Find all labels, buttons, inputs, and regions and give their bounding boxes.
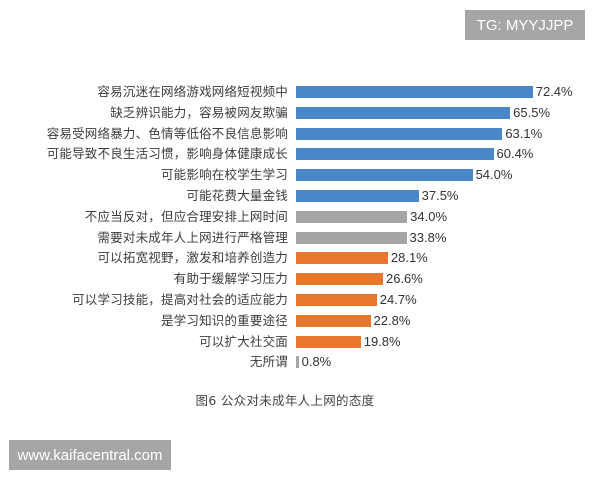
bar-row: 容易受网络暴力、色情等低俗不良信息影响 63.1% [0, 124, 600, 144]
bar [296, 252, 388, 265]
value-label: 24.7% [379, 292, 417, 307]
value-label: 60.4% [496, 146, 534, 162]
bar-row: 无所谓 0.8% [0, 352, 600, 372]
bar-row: 可以学习技能，提高对社会的适应能力 24.7% [0, 290, 600, 310]
bar [296, 273, 383, 286]
bar-row: 可能导致不良生活习惯，影响身体健康成长 60.4% [0, 144, 600, 164]
bar-row: 容易沉迷在网络游戏网络短视频中 72.4% [0, 82, 600, 102]
category-label: 无所谓 [249, 354, 288, 370]
value-label: 0.8% [301, 354, 332, 370]
bar-row: 不应当反对，但应合理安排上网时间 34.0% [0, 207, 600, 227]
category-label: 可能影响在校学生学习 [160, 167, 288, 183]
bar [296, 335, 361, 348]
value-label: 26.6% [385, 271, 423, 287]
category-label: 容易沉迷在网络游戏网络短视频中 [97, 84, 288, 99]
value-label: 72.4% [535, 84, 573, 99]
value-label: 65.5% [513, 104, 551, 120]
bar [296, 106, 511, 119]
value-label: 19.8% [363, 333, 401, 349]
category-label: 容易受网络暴力、色情等低俗不良信息影响 [46, 125, 288, 141]
bar [296, 127, 503, 140]
value-label: 63.1% [505, 125, 543, 141]
bar-row: 需要对未成年人上网进行严格管理 33.8% [0, 228, 600, 248]
bar [296, 356, 299, 369]
category-label: 可以拓宽视野，激发和培养创造力 [97, 250, 288, 266]
chart-caption: 图6 公众对未成年人上网的态度 [195, 393, 375, 408]
category-label: 可以学习技能，提高对社会的适应能力 [72, 292, 288, 307]
bar-row: 可能花费大量金钱 37.5% [0, 186, 600, 206]
bar [296, 314, 371, 327]
bar-row: 可以扩大社交面 19.8% [0, 332, 600, 352]
bar-row: 缺乏辨识能力，容易被网友欺骗 65.5% [0, 103, 600, 123]
value-label: 33.8% [409, 229, 447, 245]
bar [296, 210, 408, 223]
category-label: 可能花费大量金钱 [186, 188, 288, 203]
bar [296, 190, 419, 202]
category-label: 需要对未成年人上网进行严格管理 [97, 229, 288, 245]
category-label: 有助于缓解学习压力 [173, 271, 288, 287]
bar-row: 有助于缓解学习压力 26.6% [0, 269, 600, 289]
category-label: 可以扩大社交面 [199, 333, 288, 349]
bar [296, 231, 407, 244]
category-label: 可能导致不良生活习惯，影响身体健康成长 [46, 146, 288, 162]
bar [296, 148, 494, 161]
value-label: 22.8% [373, 312, 411, 328]
value-label: 28.1% [390, 250, 428, 266]
horizontal-bar-chart: 容易沉迷在网络游戏网络短视频中 72.4% 缺乏辨识能力，容易被网友欺骗 65.5% 容… [0, 82, 600, 372]
value-label: 34.0% [410, 208, 448, 224]
watermark-bottom-left: www.kaifacentral.com [9, 440, 171, 470]
bar [296, 86, 533, 98]
bar-row: 可能影响在校学生学习 54.0% [0, 165, 600, 185]
category-label: 缺乏辨识能力，容易被网友欺骗 [110, 104, 288, 120]
category-label: 是学习知识的重要途径 [160, 312, 288, 328]
bar-row: 是学习知识的重要途径 22.8% [0, 311, 600, 331]
bar-row: 可以拓宽视野，激发和培养创造力 28.1% [0, 248, 600, 268]
value-label: 37.5% [421, 188, 459, 203]
watermark-top-right: TG: MYYJJPP [465, 10, 585, 40]
bar [296, 294, 377, 306]
bar [296, 169, 473, 182]
category-label: 不应当反对，但应合理安排上网时间 [84, 208, 288, 224]
value-label: 54.0% [475, 167, 513, 183]
